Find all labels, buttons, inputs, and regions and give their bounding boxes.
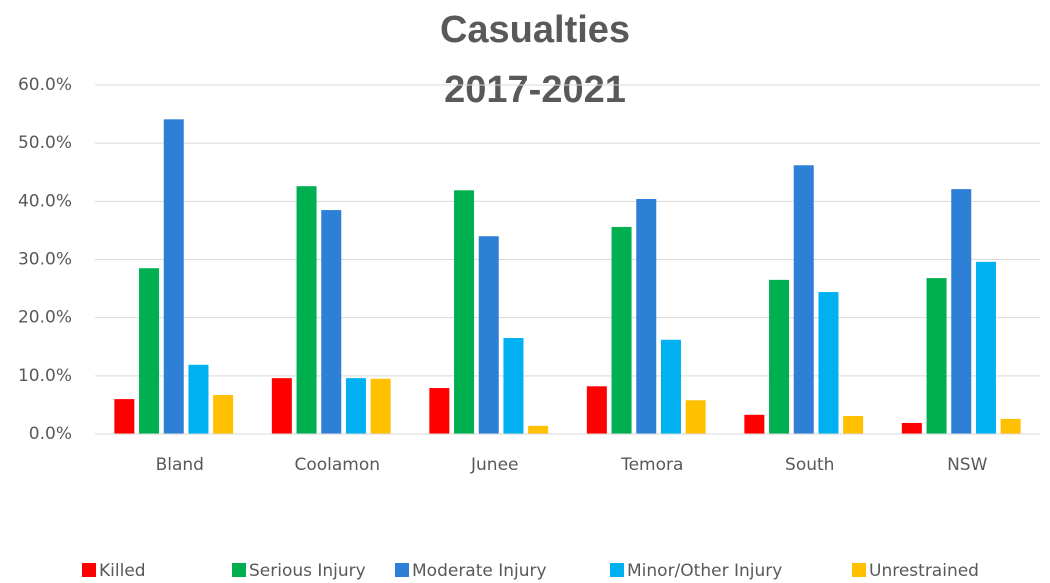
- legend-label: Killed: [99, 561, 146, 581]
- legend-swatch: [82, 563, 96, 577]
- y-tick-label: 20.0%: [18, 308, 72, 328]
- bar: [901, 422, 922, 434]
- bar: [528, 425, 549, 434]
- bar: [296, 186, 317, 434]
- y-tick-label: 50.0%: [18, 133, 72, 153]
- bar: [1000, 418, 1021, 434]
- y-tick-label: 40.0%: [18, 191, 72, 211]
- bar: [744, 414, 765, 434]
- y-tick-label: 10.0%: [18, 366, 72, 386]
- bar: [114, 399, 135, 434]
- y-tick-label: 30.0%: [18, 250, 72, 270]
- x-tick-label: Temora: [620, 455, 683, 475]
- bar: [454, 190, 475, 434]
- bar: [660, 339, 681, 434]
- bar: [793, 165, 814, 434]
- bar: [636, 199, 657, 434]
- bar: [478, 236, 499, 434]
- bar: [429, 388, 450, 434]
- bar: [370, 378, 391, 434]
- x-tick-label: Bland: [156, 455, 204, 475]
- legend-swatch: [610, 563, 624, 577]
- bar: [321, 210, 342, 434]
- legend-label: Unrestrained: [869, 561, 979, 581]
- x-tick-label: South: [785, 455, 834, 475]
- x-tick-label: NSW: [947, 455, 988, 475]
- bar: [271, 378, 292, 434]
- bar: [769, 279, 790, 434]
- bar: [611, 226, 632, 434]
- chart-title: 2017-2021: [444, 69, 626, 111]
- bar: [926, 278, 947, 434]
- bar: [685, 400, 706, 434]
- y-tick-label: 60.0%: [18, 75, 72, 95]
- bar: [951, 189, 972, 434]
- y-tick-label: 0.0%: [29, 424, 72, 444]
- chart-title: Casualties: [440, 9, 630, 51]
- legend-label: Minor/Other Injury: [627, 561, 782, 581]
- bar: [163, 119, 184, 435]
- bar: [213, 395, 234, 434]
- bar: [975, 261, 996, 434]
- bar: [503, 338, 524, 434]
- bar: [188, 364, 209, 434]
- legend-swatch: [852, 563, 866, 577]
- bar: [818, 292, 839, 434]
- legend-label: Serious Injury: [249, 561, 366, 581]
- bar: [843, 415, 864, 434]
- bar: [345, 378, 366, 434]
- x-tick-label: Coolamon: [294, 455, 380, 475]
- legend-swatch: [395, 563, 409, 577]
- x-tick-label: Junee: [470, 455, 518, 475]
- legend-swatch: [232, 563, 246, 577]
- bar: [586, 386, 607, 434]
- bar: [139, 268, 160, 434]
- legend-label: Moderate Injury: [412, 561, 547, 581]
